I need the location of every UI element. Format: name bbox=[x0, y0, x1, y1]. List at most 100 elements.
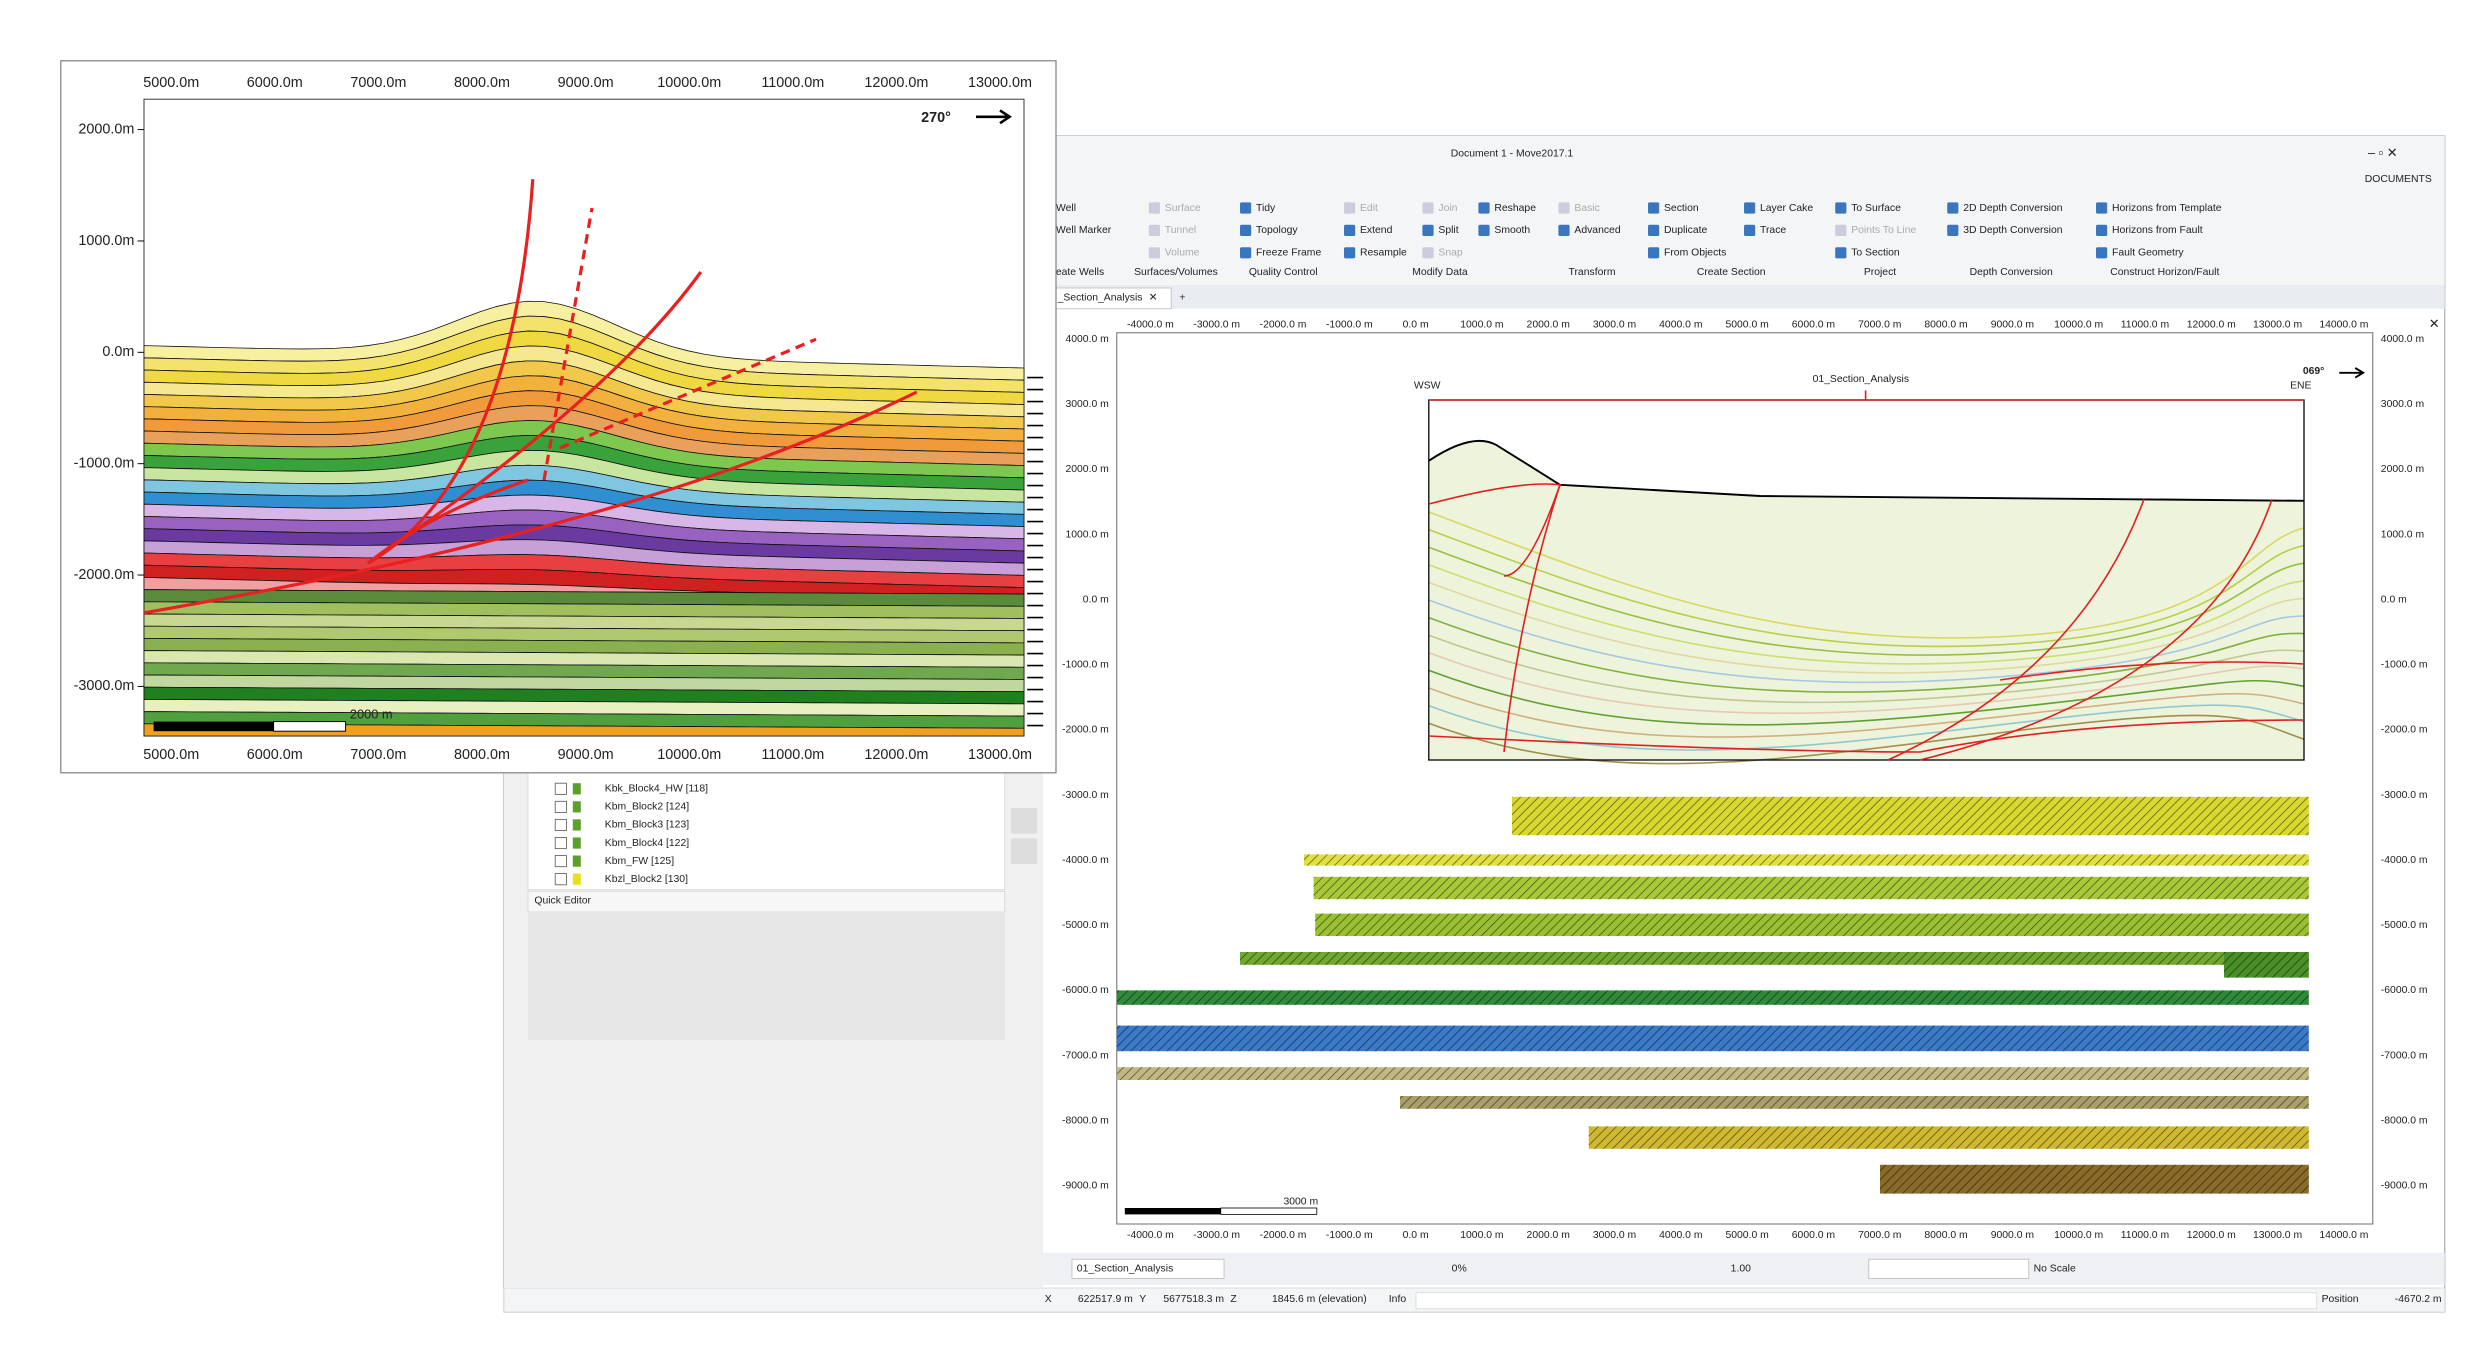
ribbon-button[interactable]: Basic bbox=[1574, 203, 1599, 214]
documents-button[interactable]: DOCUMENTS bbox=[2365, 174, 2432, 185]
ribbon-icon bbox=[2096, 202, 2108, 214]
quick-editor-title: Quick Editor bbox=[534, 896, 591, 907]
zoom[interactable]: 1.00 bbox=[1731, 1264, 1751, 1275]
layer-checkbox[interactable] bbox=[554, 837, 567, 850]
ribbon-button[interactable]: Layer Cake bbox=[1760, 203, 1813, 214]
close-view[interactable]: ✕ bbox=[2429, 316, 2440, 331]
x-tick-label: -2000.0 m bbox=[1260, 1230, 1307, 1241]
ribbon-button[interactable]: Horizons from Fault bbox=[2112, 225, 2203, 236]
layer-checkbox[interactable] bbox=[554, 818, 567, 831]
toolbar-bg bbox=[1043, 1252, 2445, 1285]
x-tick-label: 7000.0m bbox=[350, 747, 406, 763]
y-tick-label: 3000.0 m bbox=[1065, 399, 1108, 410]
ribbon-button[interactable]: Resample bbox=[1360, 248, 1407, 259]
ribbon-button[interactable]: To Surface bbox=[1851, 203, 1901, 214]
ribbon-icon bbox=[1744, 224, 1756, 236]
ribbon-icon bbox=[1835, 224, 1847, 236]
horizon bbox=[1428, 687, 2305, 738]
ribbon-group-label: Create Section bbox=[1697, 267, 1766, 278]
x-tick-label: 13000.0 m bbox=[2253, 320, 2302, 331]
section-azimuth: 069° bbox=[2303, 366, 2325, 377]
x-tick-label: 10000.0m bbox=[657, 747, 721, 763]
window-controls[interactable]: – ▫ ✕ bbox=[2368, 145, 2398, 160]
ribbon-button[interactable]: Snap bbox=[1438, 248, 1462, 259]
layer-checkbox[interactable] bbox=[554, 873, 567, 886]
section-select[interactable] bbox=[1071, 1258, 1225, 1279]
x-tick-label: 10000.0 m bbox=[2054, 1230, 2103, 1241]
ribbon-button[interactable]: Join bbox=[1438, 203, 1457, 214]
ribbon-button[interactable]: 3D Depth Conversion bbox=[1963, 225, 2063, 236]
ribbon-button[interactable]: Section bbox=[1664, 203, 1699, 214]
x-tick-label: 8000.0m bbox=[454, 747, 510, 763]
layer-checkbox[interactable] bbox=[554, 855, 567, 868]
layer-swatch bbox=[572, 855, 581, 867]
ribbon-icon bbox=[1240, 202, 1252, 214]
ribbon-icon bbox=[1240, 247, 1252, 259]
ribbon-button[interactable]: Points To Line bbox=[1851, 225, 1916, 236]
ribbon-button[interactable]: To Section bbox=[1851, 248, 1900, 259]
ribbon-button[interactable]: Reshape bbox=[1494, 203, 1536, 214]
ribbon-button[interactable]: Smooth bbox=[1494, 225, 1530, 236]
tab-add[interactable]: + bbox=[1179, 292, 1185, 303]
fault bbox=[1503, 484, 1561, 753]
ribbon-button[interactable]: Advanced bbox=[1574, 225, 1620, 236]
ribbon-button[interactable]: Split bbox=[1438, 225, 1458, 236]
ribbon-group-label: eate Wells bbox=[1056, 267, 1104, 278]
y-tick-label: -1000.0 m bbox=[2381, 660, 2428, 671]
tool-button[interactable] bbox=[1011, 808, 1037, 834]
ribbon-icon bbox=[1422, 247, 1434, 259]
y-tick-label: -2000.0 m bbox=[1062, 725, 1109, 736]
x-tick-label: 5000.0m bbox=[143, 747, 199, 763]
tool-button[interactable] bbox=[1011, 838, 1037, 864]
scale-box[interactable] bbox=[1868, 1258, 2030, 1279]
status-info: Info bbox=[1389, 1294, 1407, 1305]
ribbon-icon bbox=[2096, 224, 2108, 236]
x-tick-label: 10000.0 m bbox=[2054, 320, 2103, 331]
ribbon-button[interactable]: Surface bbox=[1165, 203, 1201, 214]
x-tick-label: 4000.0 m bbox=[1659, 320, 1702, 331]
fault bbox=[1999, 661, 2305, 681]
ribbon-button[interactable]: Horizons from Template bbox=[2112, 203, 2222, 214]
section-name[interactable]: 01_Section_Analysis bbox=[1077, 1264, 1173, 1275]
ribbon-button[interactable]: Freeze Frame bbox=[1256, 248, 1321, 259]
north-arrow bbox=[2339, 367, 2366, 379]
opacity[interactable]: 0% bbox=[1452, 1264, 1467, 1275]
fault bbox=[367, 271, 703, 565]
layer-checkbox[interactable] bbox=[554, 782, 567, 795]
ribbon-button[interactable]: Edit bbox=[1360, 203, 1378, 214]
hatch bbox=[1880, 1164, 2309, 1194]
ribbon-button[interactable]: Fault Geometry bbox=[2112, 248, 2184, 259]
ribbon-button[interactable]: Tunnel bbox=[1165, 225, 1196, 236]
ribbon-button[interactable]: Duplicate bbox=[1664, 225, 1708, 236]
ribbon-button[interactable]: Volume bbox=[1165, 248, 1200, 259]
ribbon-button[interactable]: Well bbox=[1056, 203, 1076, 214]
x-tick-label: 13000.0 m bbox=[2253, 1230, 2302, 1241]
layer-name: Kbk_Block4_HW [118] bbox=[605, 784, 708, 795]
fault bbox=[367, 478, 529, 565]
hatch bbox=[1400, 1096, 2309, 1109]
ribbon-icon bbox=[1422, 202, 1434, 214]
hatch bbox=[1116, 1025, 2309, 1052]
ribbon-button[interactable]: Extend bbox=[1360, 225, 1393, 236]
ribbon-button[interactable]: Well Marker bbox=[1056, 225, 1112, 236]
layer-swatch bbox=[572, 801, 581, 813]
x-tick-label: 10000.0m bbox=[657, 75, 721, 91]
ribbon-button[interactable]: 2D Depth Conversion bbox=[1963, 203, 2063, 214]
y-tick-label: -5000.0 m bbox=[1062, 920, 1109, 931]
tab-label[interactable]: _Section_Analysis bbox=[1057, 292, 1143, 303]
y-tick-label: -8000.0 m bbox=[2381, 1115, 2428, 1126]
scale-select[interactable]: No Scale bbox=[2034, 1264, 2076, 1275]
ribbon-button[interactable]: From Objects bbox=[1664, 248, 1726, 259]
y-tick-label: -8000.0 m bbox=[1062, 1115, 1109, 1126]
layer-checkbox[interactable] bbox=[554, 800, 567, 813]
x-tick-label: 12000.0 m bbox=[2187, 1230, 2236, 1241]
x-tick-label: -3000.0 m bbox=[1193, 1230, 1240, 1241]
ribbon-button[interactable]: Topology bbox=[1256, 225, 1298, 236]
x-tick-label: 14000.0 m bbox=[2319, 1230, 2368, 1241]
layer-name: Kbm_Block2 [124] bbox=[605, 802, 689, 813]
y-tick-label: -4000.0 m bbox=[1062, 855, 1109, 866]
inset-view: 5000.0m 5000.0m 6000.0m 6000.0m 7000.0m 7000.… bbox=[60, 60, 1057, 774]
ribbon-button[interactable]: Tidy bbox=[1256, 203, 1276, 214]
ribbon-icon bbox=[1344, 202, 1356, 214]
ribbon-button[interactable]: Trace bbox=[1760, 225, 1786, 236]
